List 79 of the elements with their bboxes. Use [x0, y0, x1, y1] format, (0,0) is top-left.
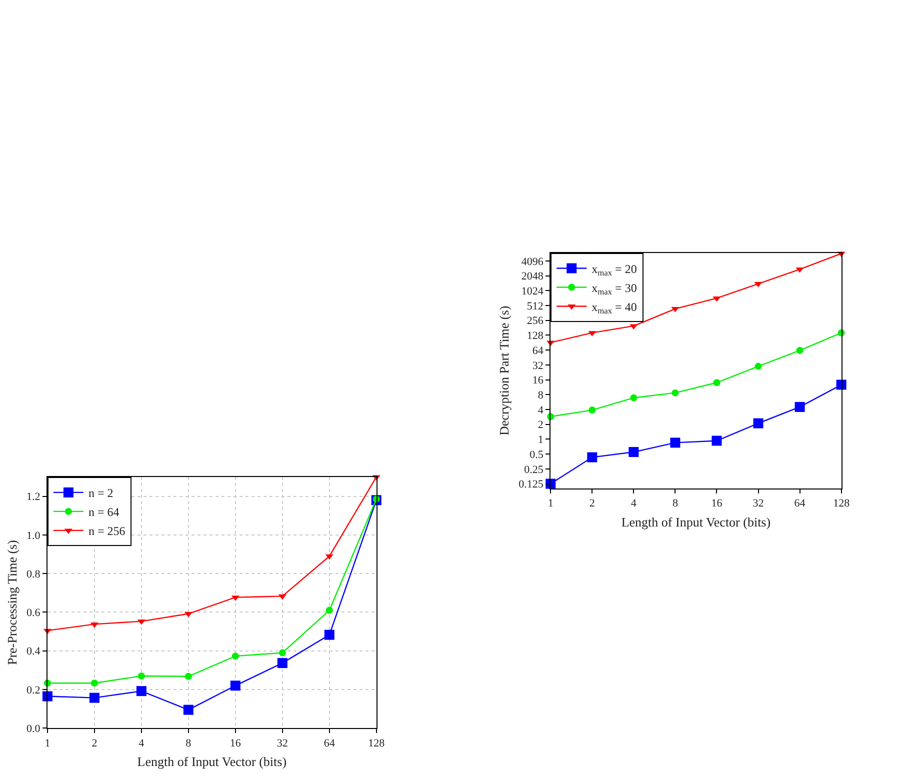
point: [628, 447, 639, 457]
point: [325, 554, 334, 560]
y-tick-label: 0.25: [524, 464, 544, 476]
legend-label: n = 2: [88, 486, 114, 500]
point: [90, 680, 98, 687]
point: [587, 452, 598, 462]
y-tick-label: 1.2: [26, 491, 40, 504]
y-tick-label: 0.8: [26, 568, 41, 580]
legend-label: n = 256: [88, 524, 126, 538]
y-tick-label: 128: [526, 330, 544, 342]
y-tick-label: 64: [532, 344, 544, 357]
point: [672, 389, 679, 396]
x-tick-label: 64: [794, 498, 806, 510]
point: [588, 406, 596, 414]
y-tick-label: 512: [526, 300, 544, 312]
y-tick-label: 1.0: [26, 530, 41, 542]
x-tick-label: 128: [833, 498, 850, 510]
x-tick-label: 8: [672, 498, 678, 510]
y-tick-label: 2: [538, 419, 544, 432]
y-tick-label: 32: [532, 360, 544, 372]
point: [138, 672, 145, 680]
y-tick-label: 256: [526, 315, 544, 328]
x-tick-label: 4: [138, 737, 145, 750]
point: [713, 379, 720, 386]
y-tick-label: 0.6: [26, 607, 41, 620]
point: [712, 296, 721, 302]
x-tick-label: 1: [548, 498, 554, 510]
point: [183, 704, 194, 715]
x-tick-label: 32: [276, 737, 288, 750]
x-tick-label: 8: [186, 737, 192, 750]
y-tick-label: 4: [538, 404, 544, 416]
y-tick-label: 0.5: [530, 448, 544, 461]
point: [754, 362, 762, 370]
point: [136, 686, 146, 696]
point: [232, 652, 239, 660]
point: [89, 692, 100, 703]
legend-label: x$_{max}$ = 20: [592, 262, 637, 278]
point: [796, 346, 804, 354]
point: [836, 380, 846, 390]
y-tick-label: 0.125: [518, 478, 544, 491]
legend-label: x$_{max}$ = 30: [592, 280, 637, 296]
x-tick-label: 16: [711, 498, 723, 510]
x-tick-label: 2: [589, 498, 595, 510]
y-tick-label: 4096: [521, 256, 544, 268]
point: [630, 394, 638, 402]
y-tick-label: 2048: [521, 270, 544, 283]
legend-label: n = 64: [88, 505, 120, 520]
y-tick-label: 0.4: [26, 646, 41, 658]
x-tick-label: 1: [44, 737, 50, 750]
x-tick-label: 4: [630, 498, 637, 510]
y-tick-label: 8: [538, 389, 544, 402]
x-tick-label: 2: [92, 737, 98, 750]
x-axis-title: Length of Input Vector (bits): [621, 514, 771, 530]
y-tick-label: 16: [532, 374, 544, 387]
point: [712, 436, 722, 446]
point: [326, 606, 333, 614]
x-tick-label: 16: [230, 737, 242, 750]
x-tick-label: 32: [752, 498, 764, 510]
y-axis-title: Decryption Part Time (s): [496, 306, 512, 436]
point: [794, 402, 805, 412]
legend-label: x$_{max}$ = 40: [592, 300, 637, 316]
y-tick-label: 0.0: [26, 723, 41, 736]
point: [42, 691, 52, 702]
point: [278, 649, 286, 656]
x-axis-title: Length of Input Vector (bits): [137, 754, 287, 769]
y-tick-label: 1024: [521, 286, 544, 298]
y-axis-title: Pre-Processing Time (s): [4, 540, 20, 666]
x-tick-label: 128: [368, 737, 386, 750]
point: [230, 680, 240, 691]
y-tick-label: 0.2: [26, 684, 40, 696]
point: [753, 418, 764, 428]
point: [184, 672, 192, 680]
point: [90, 622, 98, 628]
y-tick-label: 1: [538, 434, 544, 446]
point: [324, 630, 334, 640]
point: [670, 438, 680, 448]
point: [277, 658, 288, 668]
point: [278, 594, 286, 600]
x-tick-label: 64: [324, 737, 336, 750]
